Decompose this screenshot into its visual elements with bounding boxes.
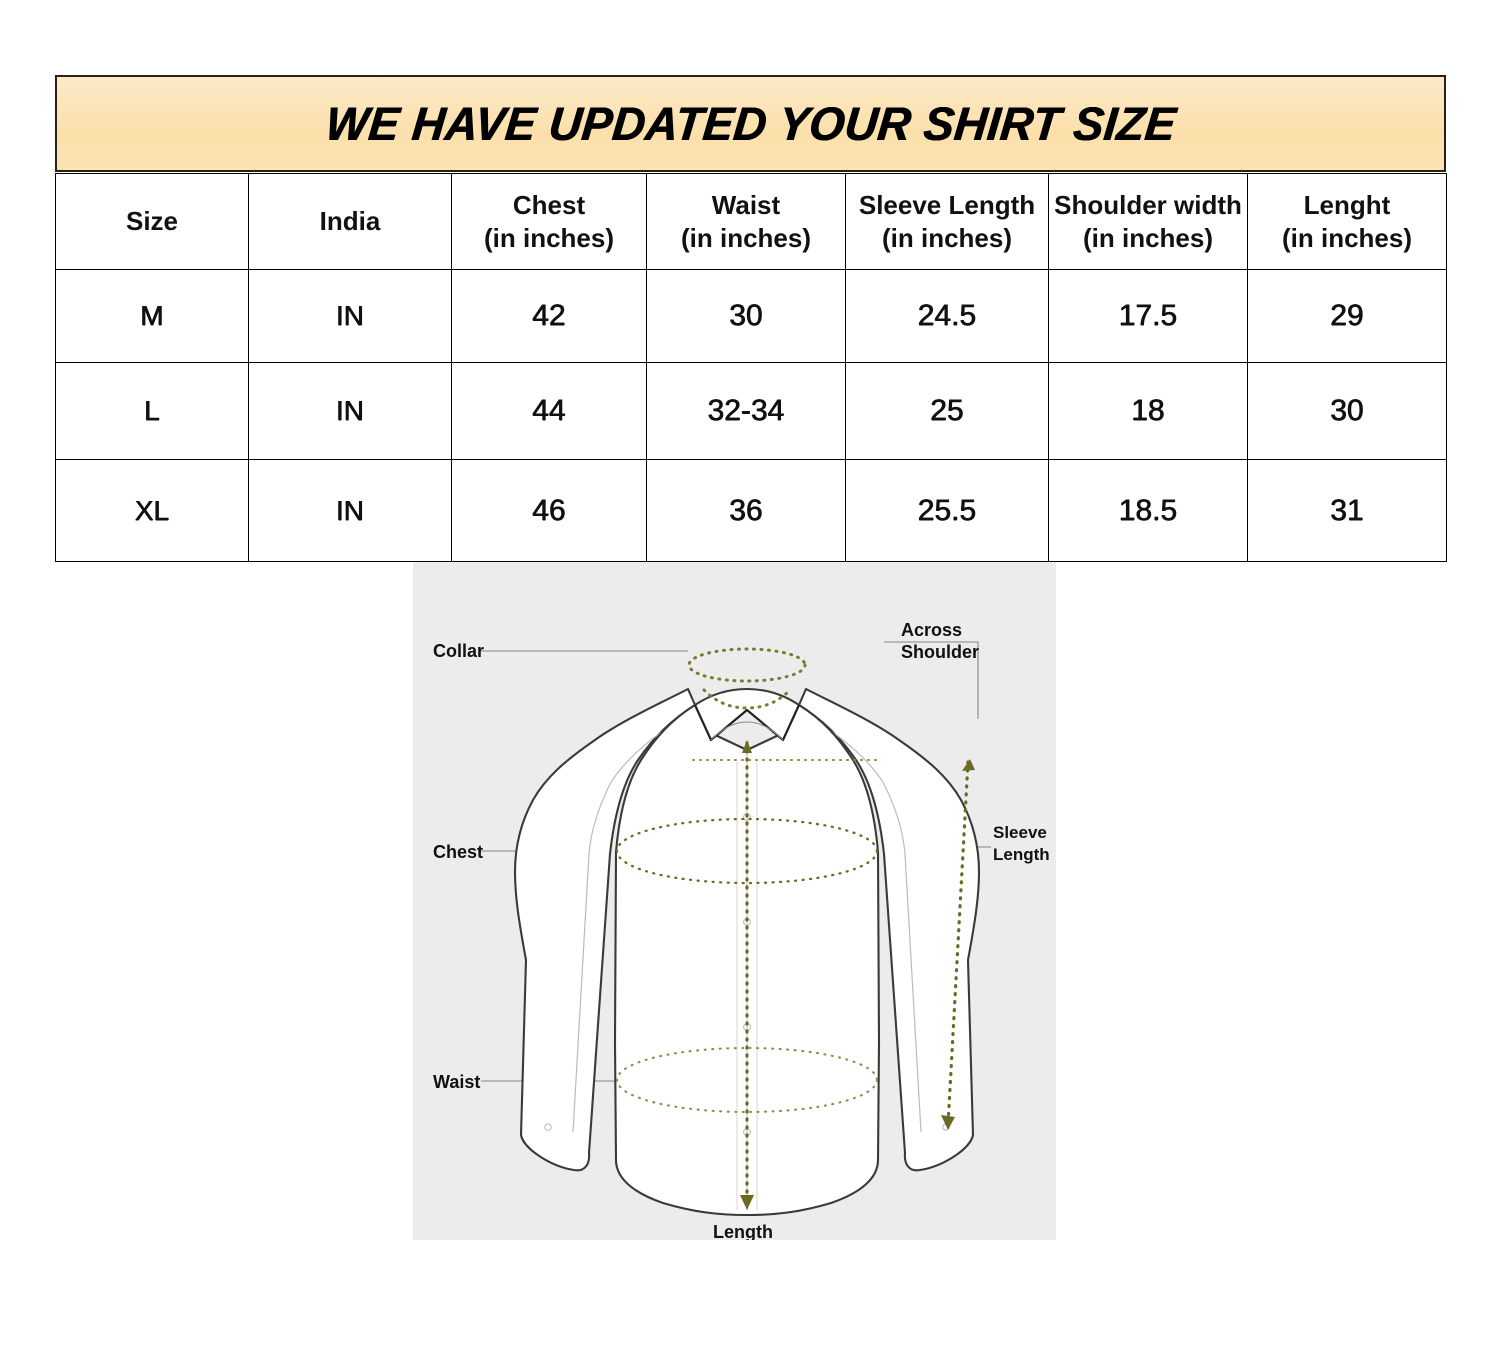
svg-text:Sleeve: Sleeve: [993, 823, 1047, 842]
svg-text:Shoulder: Shoulder: [901, 642, 979, 662]
svg-text:Length: Length: [713, 1222, 773, 1240]
svg-text:Chest: Chest: [433, 842, 483, 862]
svg-text:Across: Across: [901, 620, 962, 640]
svg-text:Waist: Waist: [433, 1072, 480, 1092]
svg-text:Collar: Collar: [433, 641, 484, 661]
svg-text:Length: Length: [993, 845, 1050, 864]
